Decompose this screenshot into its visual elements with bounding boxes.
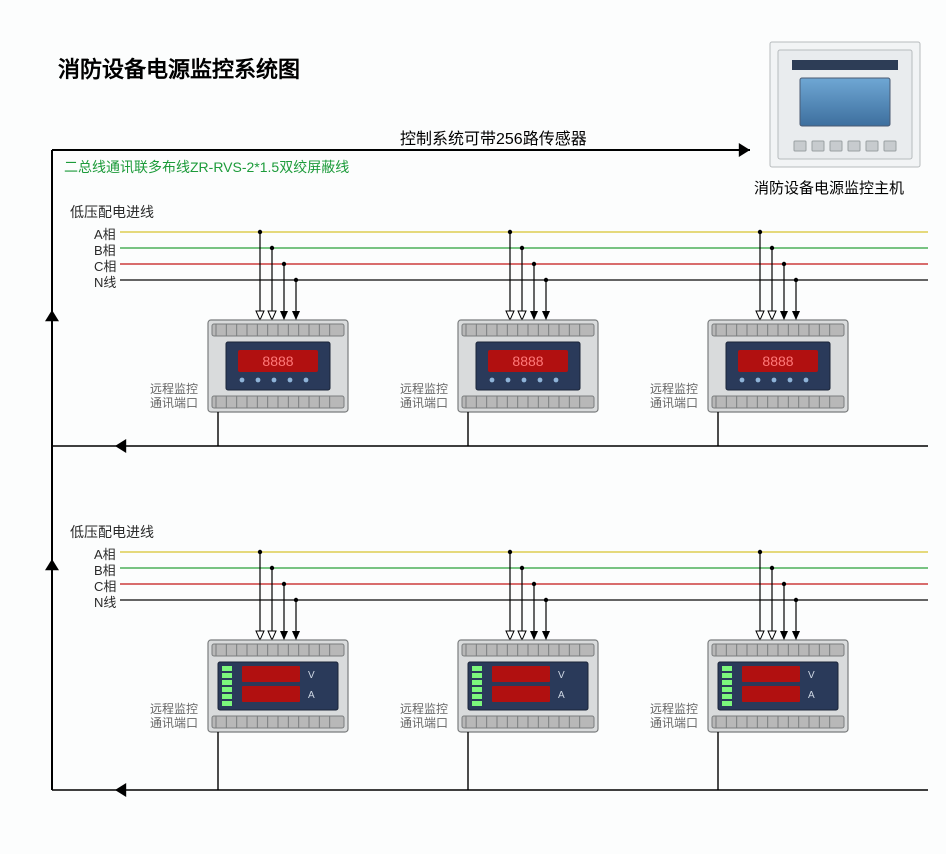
page-title: 消防设备电源监控系统图: [58, 52, 300, 84]
phase-header: 低压配电进线: [70, 202, 154, 222]
phase-label: N线: [94, 592, 116, 611]
port-label: 通讯端口: [650, 394, 698, 411]
phase-label: N线: [94, 272, 116, 291]
svg-text:8888: 8888: [762, 353, 793, 369]
port-label: 通讯端口: [150, 394, 198, 411]
port-label: 通讯端口: [650, 714, 698, 731]
bus-wiring-label: 二总线通讯联多布线ZR-RVS-2*1.5双绞屏蔽线: [64, 157, 349, 177]
svg-text:8888: 8888: [512, 353, 543, 369]
svg-text:V: V: [308, 670, 315, 681]
port-label: 通讯端口: [400, 714, 448, 731]
svg-text:A: A: [558, 690, 565, 701]
port-label: 通讯端口: [400, 394, 448, 411]
diagram-canvas: 888888888888VAVAVA 消防设备电源监控系统图 控制系统可带256…: [0, 0, 946, 854]
sensor-count-note: 控制系统可带256路传感器: [400, 125, 587, 149]
svg-text:A: A: [808, 690, 815, 701]
svg-text:A: A: [308, 690, 315, 701]
svg-text:V: V: [808, 670, 815, 681]
host-panel-label: 消防设备电源监控主机: [754, 177, 904, 198]
port-label: 通讯端口: [150, 714, 198, 731]
svg-text:8888: 8888: [262, 353, 293, 369]
phase-header: 低压配电进线: [70, 522, 154, 542]
svg-text:V: V: [558, 670, 565, 681]
